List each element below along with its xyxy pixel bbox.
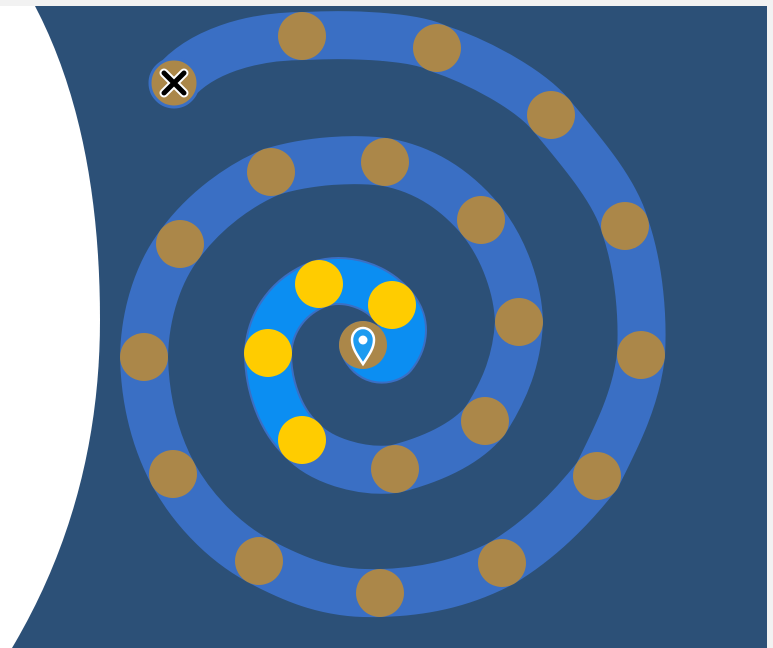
level-nodes [120,12,665,617]
level-node-locked[interactable] [235,537,283,585]
level-node-locked[interactable] [156,220,204,268]
level-node-completed[interactable] [278,416,326,464]
level-node-locked[interactable] [361,138,409,186]
level-node-locked[interactable] [120,333,168,381]
level-node-locked[interactable] [617,331,665,379]
level-node-locked[interactable] [413,24,461,72]
level-node-locked[interactable] [495,298,543,346]
end-node[interactable] [148,57,200,109]
level-node-completed[interactable] [368,281,416,329]
level-node-locked[interactable] [457,196,505,244]
close-x-icon [159,68,189,98]
level-node-locked[interactable] [356,569,404,617]
level-node-locked[interactable] [371,445,419,493]
level-node-locked[interactable] [601,202,649,250]
level-node-completed[interactable] [244,329,292,377]
level-node-locked[interactable] [247,148,295,196]
level-node-locked[interactable] [527,91,575,139]
level-node-locked[interactable] [461,397,509,445]
level-node-locked[interactable] [149,450,197,498]
left-curved-frame [0,6,100,648]
map-pin-icon [350,326,376,367]
level-node-locked[interactable] [278,12,326,60]
level-node-completed[interactable] [295,260,343,308]
level-node-locked[interactable] [478,539,526,587]
level-node-locked[interactable] [573,452,621,500]
current-level-node[interactable] [339,321,387,369]
